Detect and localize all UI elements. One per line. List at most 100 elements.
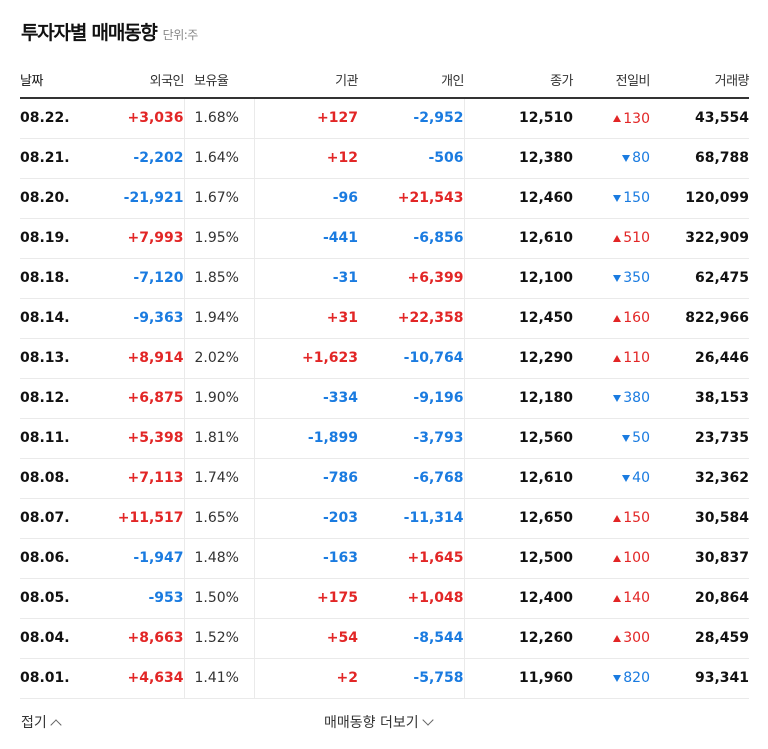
cell-date: 08.13. [20, 350, 70, 366]
cell-ratio: 1.95% [194, 230, 239, 246]
table-row: 08.21. -2,202 1.64% +12 -506 12,380 80 68,788 [20, 138, 749, 178]
cell-foreign: +7,993 [72, 218, 185, 258]
cell-change: 300 [573, 618, 650, 658]
cell-date: 08.11. [20, 430, 70, 446]
table-row: 08.18. -7,120 1.85% -31 +6,399 12,100 350 62,47… [20, 258, 749, 298]
cell-change: 40 [573, 458, 650, 498]
change-value: 820 [623, 670, 650, 687]
cell-date: 08.18. [20, 270, 70, 286]
cell-close: 12,500 [463, 538, 573, 578]
cell-individual: -9,196 [413, 390, 464, 406]
cell-change: 160 [573, 298, 650, 338]
header-close: 종가 [550, 74, 573, 89]
triangle-down-icon [613, 394, 622, 402]
cell-ratio: 1.48% [194, 550, 239, 566]
cell-ratio: 1.67% [194, 190, 239, 206]
table-row: 08.04. +8,663 1.52% +54 -8,544 12,260 300 28,45… [20, 618, 749, 658]
change-value: 80 [632, 150, 650, 167]
table-body: 08.22. +3,036 1.68% +127 -2,952 12,510 130 43,5… [20, 98, 749, 698]
cell-foreign: +4,634 [72, 658, 185, 698]
header-ratio: 보유율 [194, 74, 229, 89]
cell-foreign: -9,363 [72, 298, 185, 338]
chevron-down-icon [421, 714, 434, 726]
cell-volume: 28,459 [694, 630, 749, 646]
table-row: 08.22. +3,036 1.68% +127 -2,952 12,510 130 43,5… [20, 98, 749, 138]
more-label: 매매동향 더보기 [324, 715, 419, 731]
cell-foreign: -2,202 [72, 138, 185, 178]
cell-volume: 120,099 [685, 190, 749, 206]
cell-date: 08.01. [20, 670, 70, 686]
cell-date: 08.21. [20, 150, 70, 166]
cell-foreign: +3,036 [72, 98, 185, 138]
cell-ratio: 1.81% [194, 430, 239, 446]
cell-close: 12,610 [463, 218, 573, 258]
triangle-down-icon [622, 434, 631, 442]
cell-foreign: -1,947 [72, 538, 185, 578]
chevron-up-icon [50, 718, 62, 731]
cell-foreign: +6,875 [72, 378, 185, 418]
table-row: 08.11. +5,398 1.81% -1,899 -3,793 12,560 50 23,… [20, 418, 749, 458]
change-value: 350 [623, 270, 650, 287]
change-value: 150 [623, 190, 650, 207]
cell-ratio: 1.74% [194, 470, 239, 486]
table-row: 08.19. +7,993 1.95% -441 -6,856 12,610 510 322,… [20, 218, 749, 258]
more-trading-button[interactable]: 매매동향 더보기 [324, 712, 434, 732]
header-volume: 거래량 [714, 74, 750, 89]
header-institution: 기관 [335, 74, 358, 89]
cell-individual: -5,758 [413, 670, 464, 686]
cell-institution: -1,899 [253, 418, 358, 458]
cell-ratio: 2.02% [194, 350, 239, 366]
table-row: 08.07. +11,517 1.65% -203 -11,314 12,650 150 30… [20, 498, 749, 538]
cell-individual: -8,544 [413, 630, 464, 646]
table-row: 08.01. +4,634 1.41% +2 -5,758 11,960 820 93,341 [20, 658, 749, 698]
cell-close: 12,650 [463, 498, 573, 538]
triangle-down-icon [613, 194, 622, 202]
cell-date: 08.07. [20, 510, 70, 526]
cell-date: 08.14. [20, 310, 70, 326]
investor-trading-table: 날짜 외국인 보유율 기관 개인 종가 전일비 거래량 08.22. +3,036… [20, 62, 750, 699]
cell-foreign: +11,517 [72, 498, 185, 538]
change-value: 380 [623, 390, 650, 407]
triangle-up-icon [613, 514, 622, 522]
table-row: 08.06. -1,947 1.48% -163 +1,645 12,500 100 30,8… [20, 538, 749, 578]
cell-volume: 30,837 [694, 550, 749, 566]
cell-change: 350 [573, 258, 650, 298]
cell-ratio: 1.52% [194, 630, 239, 646]
cell-close: 12,560 [463, 418, 573, 458]
cell-change: 80 [573, 138, 650, 178]
cell-individual: -2,952 [413, 110, 464, 127]
change-value: 150 [623, 510, 650, 527]
cell-close: 12,450 [463, 298, 573, 338]
table-row: 08.05. -953 1.50% +175 +1,048 12,400 140 20,864 [20, 578, 749, 618]
table-row: 08.14. -9,363 1.94% +31 +22,358 12,450 160 822,… [20, 298, 749, 338]
cell-foreign: +7,113 [72, 458, 185, 498]
cell-institution: -786 [253, 458, 358, 498]
cell-close: 12,460 [463, 178, 573, 218]
cell-foreign: -953 [72, 578, 185, 618]
table-header-row: 날짜 외국인 보유율 기관 개인 종가 전일비 거래량 [20, 62, 750, 98]
fold-button[interactable]: 접기 [21, 712, 62, 732]
change-value: 160 [623, 310, 650, 327]
cell-change: 150 [573, 178, 650, 218]
change-value: 40 [632, 470, 650, 487]
table-row: 08.13. +8,914 2.02% +1,623 -10,764 12,290 110 2… [20, 338, 749, 378]
cell-institution: -203 [253, 498, 358, 538]
cell-individual: +21,543 [397, 190, 464, 206]
triangle-up-icon [613, 115, 622, 122]
cell-foreign: +5,398 [72, 418, 185, 458]
cell-volume: 93,341 [694, 670, 749, 686]
triangle-down-icon [622, 154, 631, 162]
cell-date: 08.20. [20, 190, 70, 206]
cell-institution: -96 [253, 178, 358, 218]
cell-ratio: 1.90% [194, 390, 239, 406]
cell-ratio: 1.50% [194, 590, 239, 606]
header-individual: 개인 [441, 74, 464, 89]
cell-change: 150 [573, 498, 650, 538]
cell-institution: -334 [253, 378, 358, 418]
cell-ratio: 1.64% [194, 150, 239, 166]
cell-change: 50 [573, 418, 650, 458]
header-foreign: 외국인 [149, 74, 185, 89]
cell-individual: -6,768 [413, 470, 464, 486]
cell-individual: +1,048 [407, 590, 464, 606]
cell-individual: +6,399 [407, 270, 464, 286]
